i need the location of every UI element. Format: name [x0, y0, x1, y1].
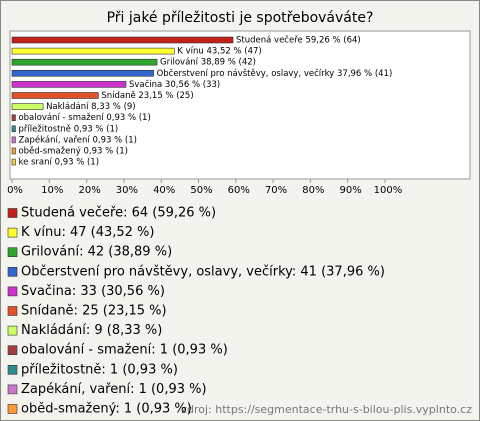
value-label: Grilování 38,89 % (42) [160, 58, 256, 68]
value-label: oběd-smažený 0,93 % (1) [18, 147, 127, 157]
legend-swatch [7, 227, 18, 238]
legend-swatch [7, 247, 18, 257]
legend-swatch [7, 404, 18, 414]
legend-swatch [7, 266, 18, 277]
legend-label: Grilování: 42 (38,89 %) [21, 245, 172, 260]
x-tick-label: 100% [374, 185, 403, 196]
value-label: Svačina 30,56 % (33) [129, 79, 220, 90]
bar [11, 81, 127, 88]
x-tick-label: 50% [190, 185, 212, 196]
legend-label: K vínu: 47 (43,52 %) [21, 225, 154, 240]
value-label: K vínu 43,52 % (47) [177, 47, 261, 57]
chart-title: Při jaké příležitosti je spotřebováváte? [107, 10, 374, 26]
value-label: obalování - smažení 0,93 % (1) [18, 113, 150, 123]
x-tick-label: 70% [265, 185, 287, 196]
bar [11, 103, 44, 110]
plot-area [9, 30, 471, 180]
bar [11, 136, 16, 144]
legend-label: Studená večeře: 64 (59,26 %) [21, 206, 216, 221]
value-label: Studená večeře 59,26 % (64) [236, 35, 361, 46]
bar [11, 36, 234, 44]
bar [11, 147, 16, 155]
value-label: příležitostně 0,93 % (1) [18, 124, 118, 134]
x-tick-label: 0% [7, 185, 23, 196]
bar [11, 70, 154, 77]
value-label: ke sraní 0,93 % (1) [18, 158, 99, 168]
x-tick-label: 40% [153, 185, 175, 196]
bar [11, 114, 16, 121]
legend-label: oběd-smažený: 1 (0,93 %) [21, 402, 192, 417]
legend-swatch [7, 208, 18, 218]
legend-label: příležitostně: 1 (0,93 %) [21, 362, 178, 377]
legend-swatch [7, 384, 18, 395]
legend-label: Snídaně: 25 (23,15 %) [21, 304, 167, 319]
legend-label: Nakládání: 9 (8,33 %) [21, 323, 162, 338]
legend-label: Občerstvení pro návštěvy, oslavy, večírk… [21, 264, 385, 279]
legend-swatch [7, 325, 18, 336]
value-label: Občerstvení pro návštěvy, oslavy, večírk… [157, 68, 393, 79]
legend-swatch [7, 306, 18, 316]
value-label: Zapékání, vaření 0,93 % (1) [18, 134, 136, 145]
legend-swatch [7, 286, 18, 297]
x-tick-label: 30% [116, 185, 138, 196]
x-tick-label: 90% [340, 185, 362, 196]
legend-label: Zapékání, vaření: 1 (0,93 %) [21, 382, 207, 397]
x-tick-label: 60% [228, 185, 250, 196]
x-tick-label: 20% [78, 185, 100, 196]
value-label: Nakládání 8,33 % (9) [46, 102, 136, 112]
legend-swatch [7, 345, 18, 356]
legend-label: Svačina: 33 (30,56 %) [21, 284, 165, 299]
source: zdroj: https://segmentace-trhu-s-bilou-p… [181, 403, 472, 416]
x-tick-label: 10% [41, 185, 63, 196]
legend-swatch [7, 364, 18, 375]
bar [11, 47, 175, 55]
bar [11, 125, 16, 133]
x-tick-label: 80% [302, 185, 324, 196]
value-label: Snídaně 23,15 % (25) [101, 91, 193, 101]
bar [11, 92, 99, 99]
bar [11, 158, 16, 166]
legend-label: obalování - smažení: 1 (0,93 %) [21, 343, 228, 358]
bar [11, 58, 158, 66]
